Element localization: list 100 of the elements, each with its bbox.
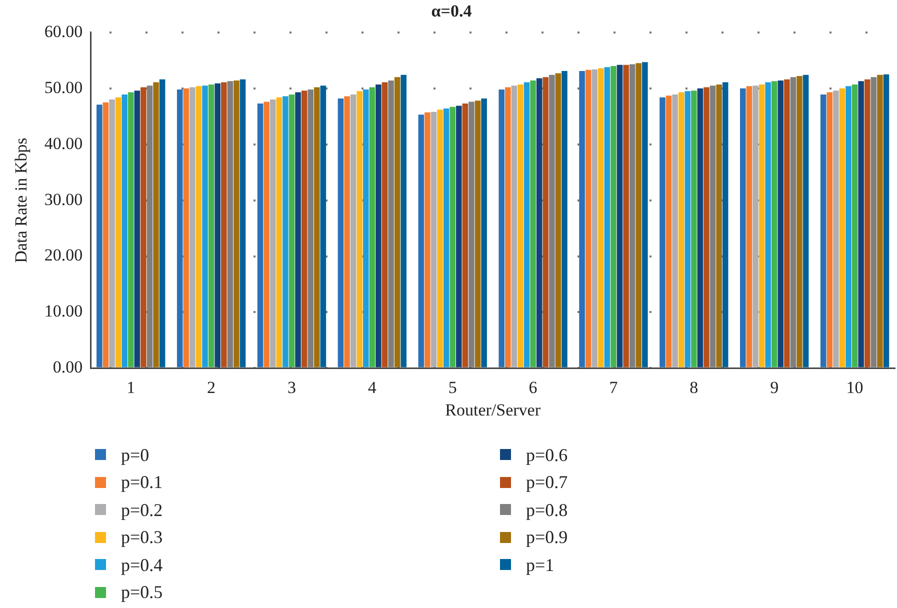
bar (102, 102, 109, 368)
bar (362, 89, 369, 368)
bar (314, 87, 320, 368)
bar (456, 106, 462, 368)
y-tick-label: 40.00 (44, 134, 83, 153)
x-tick-label: 6 (528, 378, 538, 397)
legend-label: p=0.5 (121, 582, 163, 602)
x-tick-label: 3 (287, 378, 296, 397)
bar (122, 94, 128, 368)
bar (858, 81, 864, 368)
bar (376, 84, 382, 368)
bar (382, 82, 388, 368)
bar (758, 84, 765, 368)
bar (536, 78, 542, 368)
bar (270, 100, 276, 368)
bar (796, 76, 802, 368)
y-tick-label: 10.00 (44, 302, 83, 321)
x-axis-title: Router/Server (445, 400, 541, 420)
bar (604, 67, 610, 368)
chart-title: α=0.4 (431, 2, 472, 21)
bar (555, 73, 562, 368)
bar (276, 97, 282, 368)
bar (214, 83, 220, 368)
legend-label: p=0.3 (121, 527, 163, 548)
bar (820, 94, 826, 368)
legend-label: p=0.4 (121, 554, 163, 575)
bar (443, 108, 450, 368)
bar (350, 94, 356, 368)
bar (752, 86, 758, 368)
bar (511, 86, 518, 368)
bar (202, 86, 208, 368)
bar (722, 82, 728, 368)
bar (424, 112, 430, 368)
bar (684, 91, 691, 368)
bar (623, 64, 629, 368)
bar (542, 77, 549, 368)
bar (504, 87, 511, 368)
bar (846, 86, 852, 368)
bar (418, 114, 424, 368)
bar (870, 77, 877, 368)
bar (474, 100, 481, 368)
bar (176, 89, 183, 368)
bar (666, 96, 672, 368)
bar (616, 64, 623, 368)
bar (642, 62, 648, 368)
bar (778, 80, 784, 368)
bar (802, 74, 809, 368)
y-axis-title: Data Rate in Kbps (12, 138, 31, 263)
x-tick-label: 5 (448, 378, 457, 397)
bar (190, 87, 196, 368)
bar (549, 74, 555, 368)
x-tick-label: 9 (770, 378, 779, 397)
bar (765, 82, 771, 368)
x-tick-label: 1 (126, 378, 136, 397)
bar (257, 103, 264, 368)
bar (826, 92, 833, 368)
bar (852, 84, 858, 368)
bar (833, 90, 839, 368)
bar (430, 112, 437, 368)
bar (530, 80, 536, 368)
bar (839, 88, 846, 368)
bar (208, 84, 214, 368)
bar (864, 79, 870, 368)
bar (134, 90, 140, 368)
bar (227, 81, 234, 368)
bar (585, 70, 592, 368)
bar (678, 92, 684, 368)
bar (784, 79, 790, 368)
legend-label: p=0.1 (121, 472, 163, 492)
bar (524, 82, 530, 368)
bar (716, 84, 722, 368)
bar (388, 80, 394, 368)
bar (660, 97, 666, 368)
bar (746, 86, 752, 368)
bar (338, 98, 344, 368)
bar (697, 88, 704, 368)
bar (196, 86, 202, 368)
bar (301, 90, 308, 368)
x-tick-label: 10 (846, 378, 864, 397)
bar (629, 64, 636, 368)
bar (450, 106, 456, 368)
bar (356, 91, 362, 368)
bar (282, 96, 288, 368)
bar (159, 79, 166, 368)
bar (579, 71, 585, 368)
bar (672, 94, 678, 368)
bar (498, 89, 504, 368)
bar (562, 71, 568, 368)
bar (437, 110, 443, 368)
bar (369, 87, 376, 368)
bar (344, 96, 350, 368)
bar (183, 88, 190, 368)
bar (288, 94, 295, 368)
bar (240, 79, 246, 368)
bar (394, 77, 400, 368)
bar (877, 74, 883, 368)
y-tick-label: 60.00 (44, 22, 83, 41)
bar (234, 80, 240, 368)
y-tick-label: 20.00 (44, 246, 83, 265)
bar (610, 66, 616, 368)
